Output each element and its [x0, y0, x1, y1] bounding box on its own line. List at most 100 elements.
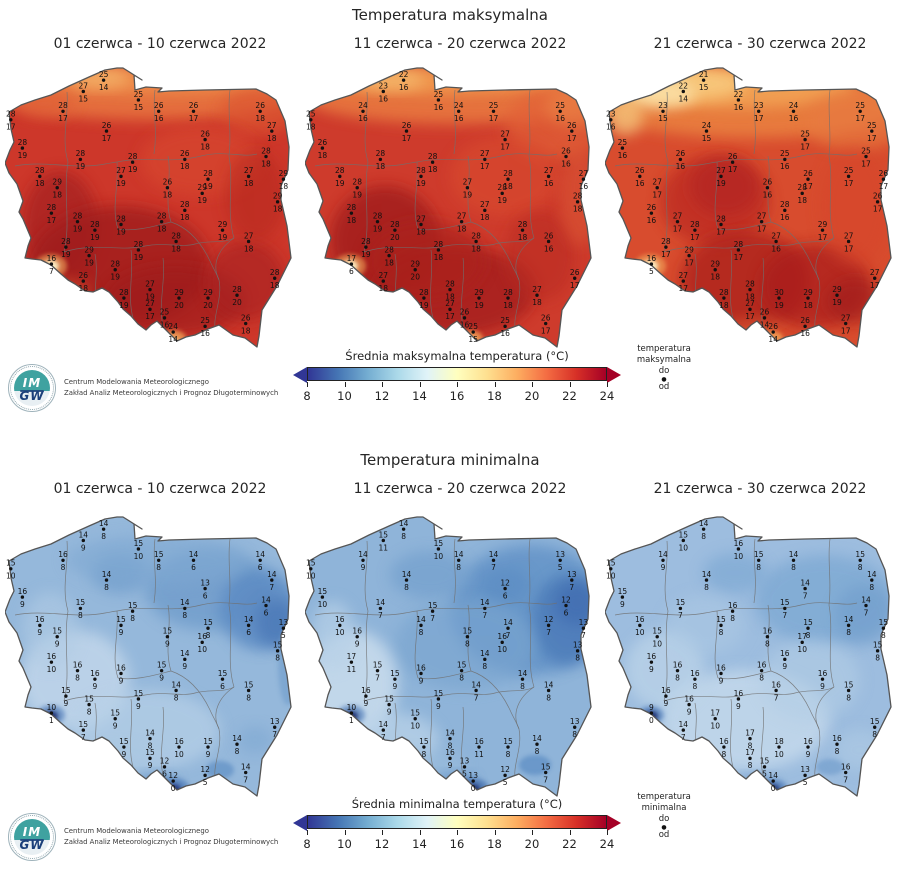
station-value-do: 16 — [803, 737, 813, 746]
station-dot-icon — [246, 174, 251, 179]
station-value-do: 14 — [267, 570, 277, 579]
station-value-do: 28 — [497, 183, 507, 192]
station-dot-icon — [546, 239, 551, 244]
station-dot-icon — [159, 219, 164, 224]
station-value-od: 16 — [154, 114, 164, 123]
station-dot-icon — [244, 321, 248, 326]
station-value-od: 14 — [168, 335, 178, 344]
station-dot-icon — [873, 725, 877, 729]
station-dot-icon — [546, 174, 551, 179]
station: 125 — [200, 765, 210, 787]
station-dot-icon — [638, 174, 642, 179]
station-dot-icon — [649, 211, 654, 215]
station: 148 — [454, 550, 464, 572]
station-value-od: 5 — [649, 267, 654, 276]
station-value-od: 9 — [206, 750, 211, 759]
station-dot-icon — [264, 154, 268, 159]
station-dot-icon — [401, 78, 406, 82]
station-value-do: 27 — [79, 81, 89, 90]
station-value-od: 19 — [497, 196, 507, 205]
station-value-od: 5 — [281, 631, 286, 640]
station-value-do: 15 — [203, 737, 213, 746]
station-dot-icon — [387, 702, 391, 707]
station-value-od: 7 — [774, 693, 779, 702]
station-value-do: 26 — [561, 146, 571, 155]
station-value-do: 29 — [818, 220, 828, 229]
station-dot-icon — [713, 717, 717, 721]
station-value-od: 8 — [704, 583, 709, 592]
station-dot-icon — [681, 538, 685, 543]
station-dot-icon — [378, 157, 383, 162]
station-value-od: 10 — [335, 628, 345, 637]
station-value-od: 9 — [148, 761, 153, 770]
station: 147 — [800, 578, 810, 600]
station-dot-icon — [719, 623, 723, 628]
station-value-do: 9 — [649, 703, 654, 712]
station-value-do: 16 — [361, 686, 371, 695]
station-dot-icon — [573, 276, 577, 280]
station-value-do: 26 — [541, 313, 551, 322]
station-value-do: 14 — [789, 550, 799, 559]
station-value-do: 28 — [797, 183, 807, 192]
station-dot-icon — [422, 296, 426, 300]
branding-text: Centrum Modelowania Meteorologicznego Za… — [64, 827, 279, 846]
colorbar-tick-mark — [532, 830, 533, 835]
station-value-od: 8 — [846, 693, 851, 702]
station-value-od: 7 — [491, 563, 496, 572]
station-value-do: 14 — [102, 570, 112, 579]
station-value-do: 25 — [867, 121, 877, 130]
station-dot-icon — [881, 626, 886, 630]
station-value-od: 9 — [364, 699, 369, 708]
station-dot-icon — [564, 154, 568, 159]
station-value-do: 27 — [679, 271, 689, 280]
colorbar-tick-mark — [344, 382, 346, 387]
station-value-od: 6 — [203, 591, 208, 600]
station-value-do: 16 — [673, 660, 683, 669]
station-dot-icon — [64, 694, 68, 698]
station-dot-icon — [500, 640, 504, 645]
station-dot-icon — [704, 578, 709, 582]
station-value-od: 20 — [390, 233, 400, 242]
station-value-od: 9 — [81, 543, 86, 552]
station-value-od: 8 — [401, 532, 406, 541]
station-value-do: 17 — [745, 728, 755, 737]
station-value-do: 15 — [844, 680, 854, 689]
station-value-do: 29 — [174, 288, 184, 297]
station-value-od: 18 — [244, 244, 254, 253]
station-value-od: 6 — [220, 682, 225, 691]
station-value-do: 14 — [402, 570, 412, 579]
station-dot-icon — [101, 527, 106, 531]
station-value-od: 5 — [762, 770, 767, 779]
station-value-do: 14 — [471, 680, 481, 689]
station-value-do: 14 — [679, 720, 689, 729]
station-dot-icon — [130, 160, 135, 164]
station-dot-icon — [675, 668, 680, 673]
station-dot-icon — [119, 623, 123, 628]
station-dot-icon — [203, 773, 207, 778]
station-dot-icon — [803, 586, 807, 591]
station-value-do: 15 — [163, 626, 173, 635]
station-dot-icon — [78, 157, 83, 162]
colorbar-tick-mark — [569, 382, 571, 387]
station-value-od: 7 — [482, 611, 487, 620]
station-value-do: 15 — [457, 660, 467, 669]
station-dot-icon — [448, 287, 452, 292]
station-value-do: 26 — [180, 149, 190, 158]
station: 169 — [780, 649, 790, 671]
station-value-od: 17 — [867, 134, 877, 143]
